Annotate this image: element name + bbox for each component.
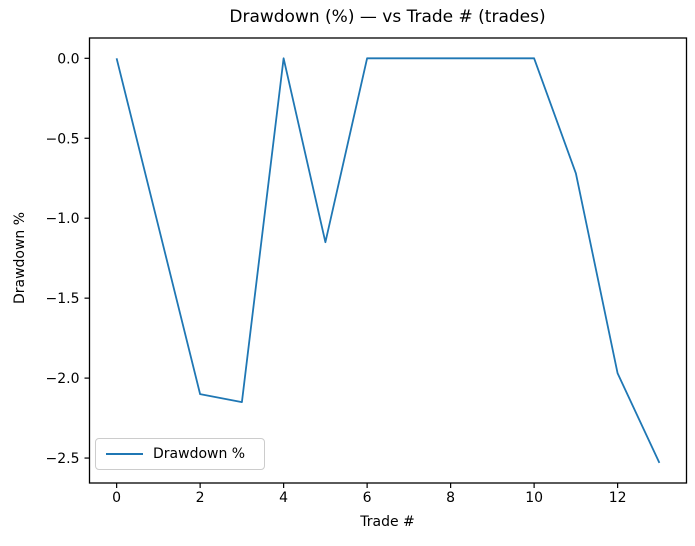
x-tick-label: 4 <box>279 490 288 506</box>
legend-line-swatch <box>106 453 143 455</box>
x-tick-label: 2 <box>196 490 205 506</box>
x-tick-label: 10 <box>525 490 543 506</box>
x-tick-label: 8 <box>446 490 455 506</box>
y-tick-label: −0.5 <box>46 131 80 147</box>
x-tick-label: 0 <box>112 490 121 506</box>
legend-label: Drawdown % <box>153 446 246 462</box>
x-tick-label: 6 <box>363 490 372 506</box>
y-tick-label: −1.0 <box>46 211 80 227</box>
legend: Drawdown % <box>95 438 265 470</box>
y-tick-label: −2.5 <box>46 451 80 467</box>
x-axis-label: Trade # <box>360 514 415 530</box>
y-tick-label: −2.0 <box>46 371 80 387</box>
y-tick-label: −1.5 <box>46 291 80 307</box>
axes-frame <box>88 37 688 484</box>
x-tick-label: 12 <box>609 490 627 506</box>
chart-title: Drawdown (%) — vs Trade # (trades) <box>229 7 546 27</box>
y-tick-label: 0.0 <box>57 51 79 67</box>
drawdown-line <box>115 57 661 464</box>
